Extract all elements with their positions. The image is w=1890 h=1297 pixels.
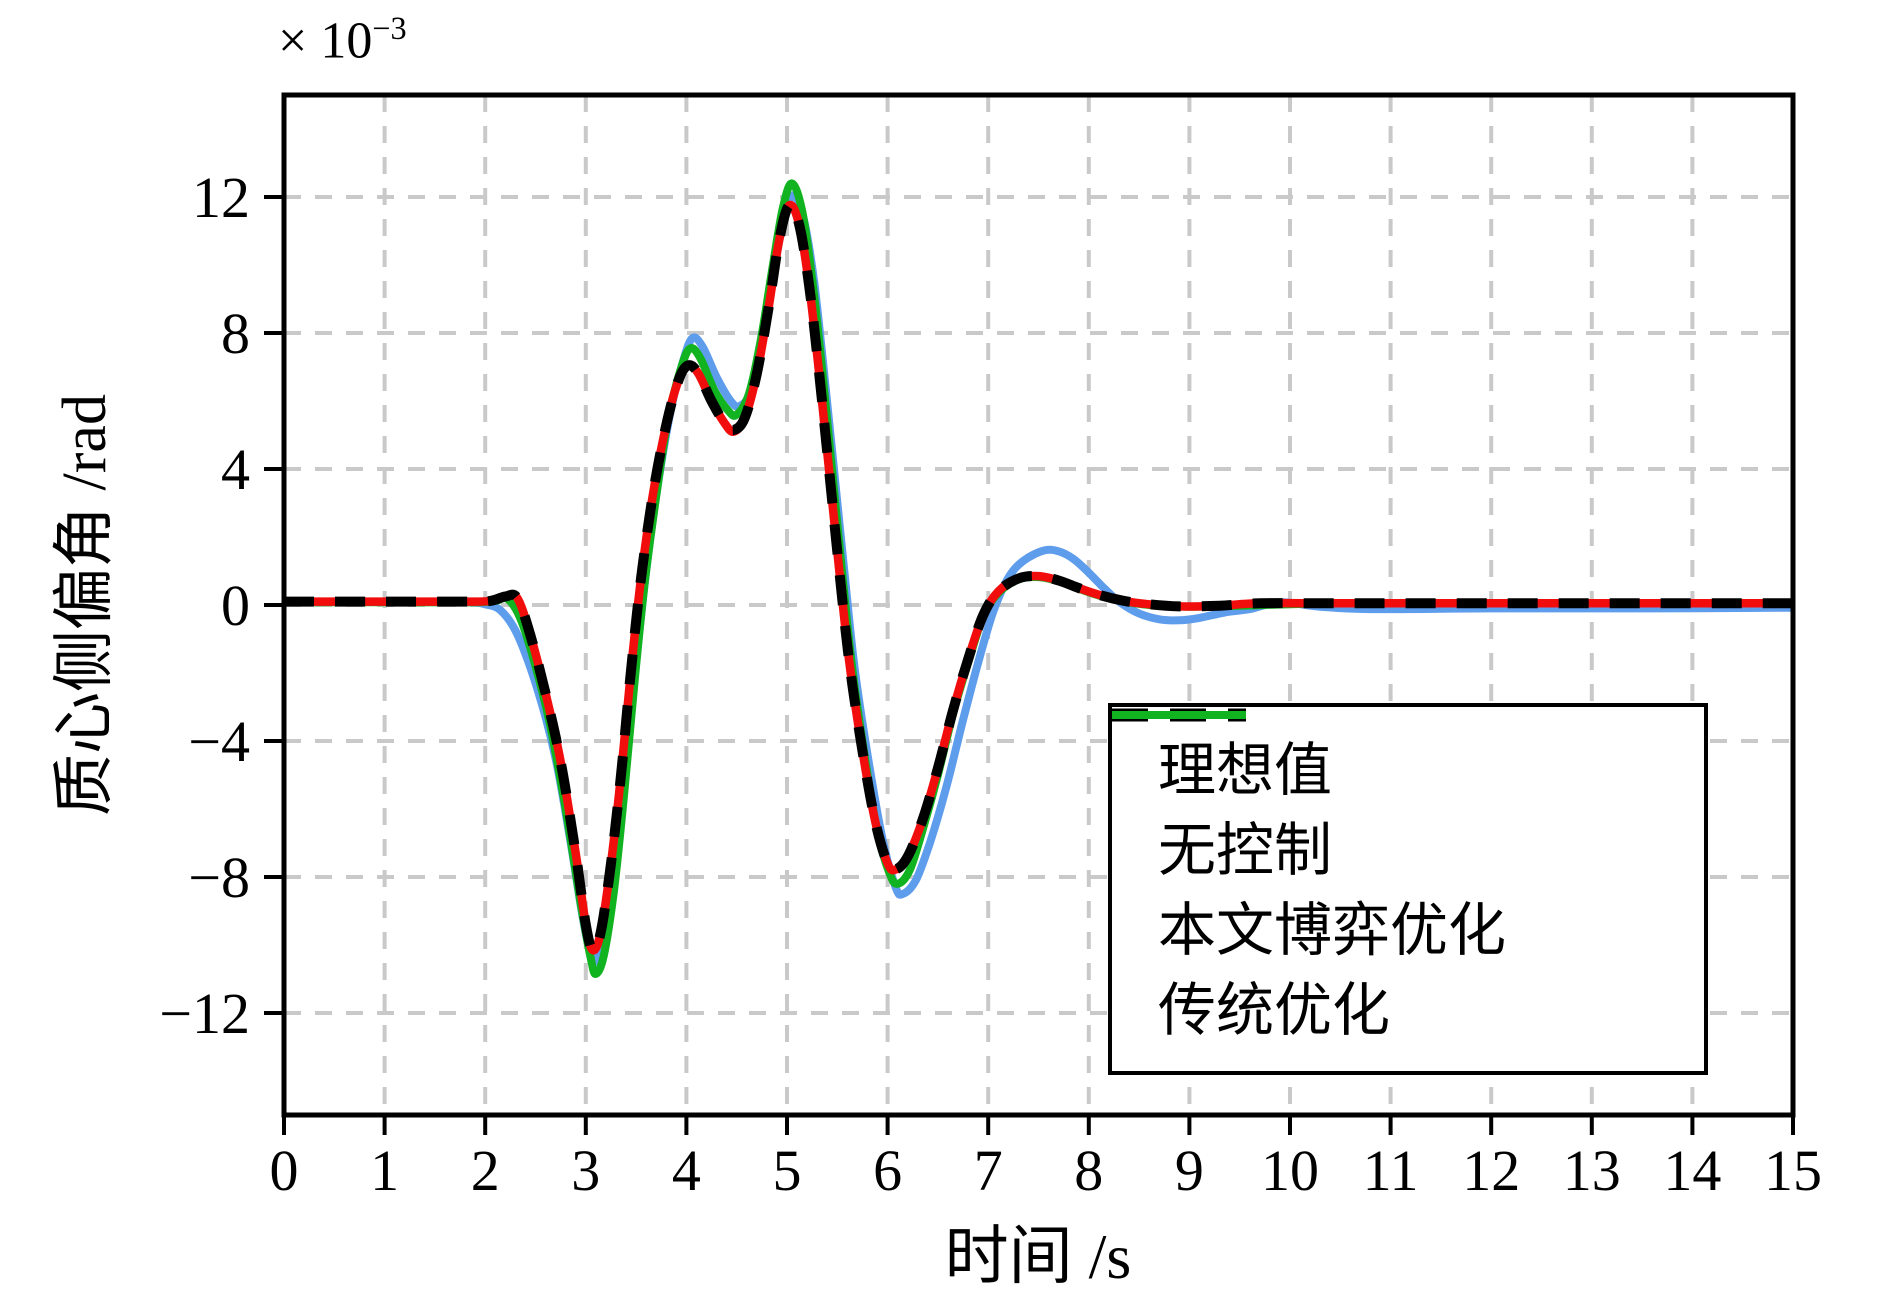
x-tick-label-2: 2: [471, 1138, 500, 1203]
multiplier-base: × 10: [278, 12, 373, 70]
y-axis-label: 质心侧偏角 /rad: [51, 394, 119, 816]
x-axis-label: 时间 /s: [944, 1221, 1132, 1292]
x-tick-label-6: 6: [873, 1138, 902, 1203]
x-tick-label-4: 4: [672, 1138, 701, 1203]
legend-item-game-optimization: 本文博弈优化: [1112, 711, 1704, 971]
x-tick-label-8: 8: [1074, 1138, 1103, 1203]
y-tick-label-0: 0: [221, 573, 250, 638]
legend-swatch-traditional-optimization: [1112, 711, 1246, 719]
x-tick-label-1: 1: [370, 1138, 399, 1203]
x-tick-label-9: 9: [1175, 1138, 1204, 1203]
x-tick-label-15: 15: [1764, 1138, 1822, 1203]
y-tick-label-8: 8: [221, 301, 250, 366]
legend-label-no-control: 无控制: [1158, 818, 1333, 883]
legend-label-traditional-optimization: 传统优化: [1158, 978, 1391, 1043]
x-tick-label-3: 3: [571, 1138, 600, 1203]
y-tick-label-−4: −4: [188, 709, 250, 774]
x-tick-label-5: 5: [773, 1138, 802, 1203]
axis-layer: [264, 92, 1796, 1135]
legend: 理想值无控制本文博弈优化 传统优化: [1108, 703, 1708, 1075]
legend-item-no-control: 无控制: [1112, 711, 1704, 891]
legend-label-ideal: 理想值: [1158, 738, 1333, 803]
legend-item-ideal: 理想值: [1112, 708, 1704, 811]
y-tick-label-−12: −12: [159, 981, 250, 1046]
x-tick-label-7: 7: [974, 1138, 1003, 1203]
x-tick-label-10: 10: [1261, 1138, 1319, 1203]
legend-item-traditional-optimization: 传统优化: [1112, 711, 1704, 1051]
series-ideal: [283, 199, 1793, 956]
y-tick-label-−8: −8: [188, 845, 250, 910]
legend-label-game-optimization: 本文博弈优化: [1158, 898, 1507, 963]
y-axis-multiplier: × 10−3: [278, 10, 407, 70]
x-tick-label-12: 12: [1462, 1138, 1520, 1203]
curve-layer: [283, 179, 1794, 978]
multiplier-exponent: −3: [372, 10, 407, 46]
x-tick-label-13: 13: [1563, 1138, 1621, 1203]
y-tick-label-12: 12: [192, 165, 250, 230]
x-tick-label-0: 0: [270, 1138, 299, 1203]
x-tick-label-11: 11: [1363, 1138, 1419, 1203]
y-tick-label-4: 4: [221, 437, 250, 502]
x-tick-label-14: 14: [1663, 1138, 1721, 1203]
